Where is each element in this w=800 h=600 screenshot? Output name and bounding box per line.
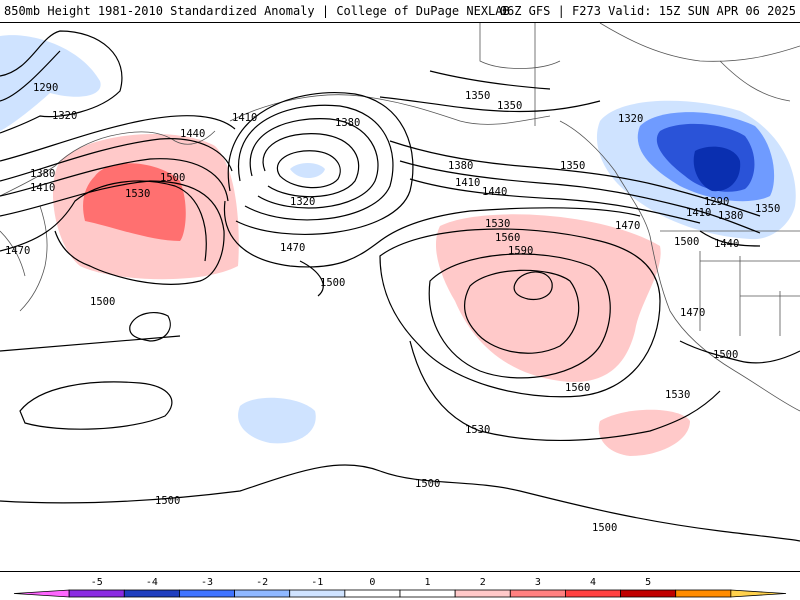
contour-label: 1560: [495, 232, 520, 244]
color-scale-segment: [234, 589, 291, 598]
contour-label: 1350: [755, 203, 780, 215]
color-scale-segments: [13, 589, 787, 598]
contour-label: 1440: [180, 128, 205, 140]
map-panel: 1290 1320 1380 1410 1440 1530 1500 1470 …: [0, 22, 800, 572]
color-scale-segment: [13, 589, 70, 598]
color-scale-segment: [179, 589, 235, 598]
contour-label: 1530: [465, 424, 490, 436]
color-scale-tick-label: -3: [201, 577, 213, 588]
contour-label: 1380: [448, 160, 473, 172]
color-scale-tick-label: -1: [311, 577, 323, 588]
contour-label: 1380: [335, 117, 360, 129]
map-canvas: 1290 1320 1380 1410 1440 1530 1500 1470 …: [0, 23, 800, 542]
contour-label: 1350: [497, 100, 522, 112]
color-scale-tick-label: 1: [425, 577, 431, 588]
negative-anomaly-south: [238, 397, 316, 444]
contour-label: 1560: [565, 382, 590, 394]
color-scale-segment: [620, 589, 677, 598]
contour-label: 1530: [125, 188, 150, 200]
negative-anomaly-canada-core: [693, 146, 741, 192]
color-scale-tick-label: 4: [590, 577, 596, 588]
map-title: 850mb Height 1981-2010 Standardized Anom…: [4, 4, 510, 18]
contour-labels: 1290 1320 1380 1410 1440 1530 1500 1470 …: [5, 82, 780, 534]
color-scale: -5 -4 -3 -2 -1 0 1 2 3 4 5: [13, 577, 787, 598]
color-scale-tick-label: -4: [146, 577, 158, 588]
contour-label: 1530: [665, 389, 690, 401]
contour-label: 1380: [30, 168, 55, 180]
contour-label: 1500: [155, 495, 180, 507]
color-scale-tick-label: 0: [369, 577, 375, 588]
color-scale-segment: [730, 589, 787, 598]
contour-label: 1500: [674, 236, 699, 248]
contour-label: 1470: [280, 242, 305, 254]
negative-anomaly-aleutian: [290, 163, 325, 179]
contour-label: 1440: [714, 238, 739, 250]
contour-label: 1410: [686, 207, 711, 219]
contour-label: 1500: [90, 296, 115, 308]
contour-label: 1320: [290, 196, 315, 208]
positive-anomaly-southeast: [598, 409, 690, 456]
contour-label: 1440: [482, 186, 507, 198]
color-scale-segment: [344, 589, 401, 598]
positive-anomaly-central-pacific: [435, 214, 661, 382]
color-scale-tick-label: 2: [480, 577, 486, 588]
contour-label: 1470: [680, 307, 705, 319]
contour-label: 1410: [455, 177, 480, 189]
color-scale-segment: [509, 589, 566, 598]
header: 850mb Height 1981-2010 Standardized Anom…: [0, 0, 800, 22]
color-scale-segment: [68, 589, 125, 598]
contour-label: 1500: [415, 478, 440, 490]
color-scale-tick-label: 3: [535, 577, 541, 588]
model-valid-time: 06Z GFS | F273 Valid: 15Z SUN APR 06 202…: [499, 4, 796, 18]
contour-label: 1470: [615, 220, 640, 232]
contour-label: 1500: [592, 522, 617, 534]
negative-anomaly-northwest: [0, 35, 101, 131]
height-contours: [0, 30, 800, 542]
contour-label: 1410: [232, 112, 257, 124]
contour-label: 1350: [560, 160, 585, 172]
color-scale-segment: [399, 589, 456, 598]
contour-label: 1500: [160, 172, 185, 184]
color-scale-tick-label: 5: [645, 577, 651, 588]
contour-label: 1470: [5, 245, 30, 257]
color-scale-segment: [123, 589, 180, 598]
contour-label: 1530: [485, 218, 510, 230]
contour-label: 1500: [713, 349, 738, 361]
contour-label: 1350: [465, 90, 490, 102]
color-scale-tick-label: -5: [91, 577, 103, 588]
contour-label: 1320: [618, 113, 643, 125]
contour-label: 1290: [33, 82, 58, 94]
color-scale-segment: [675, 589, 732, 598]
contour-label: 1290: [704, 196, 729, 208]
color-scale-ticks: -5 -4 -3 -2 -1 0 1 2 3 4 5: [91, 577, 651, 588]
color-scale-tick-label: -2: [256, 577, 268, 588]
anomaly-shading: [0, 35, 796, 456]
contour-label: 1410: [30, 182, 55, 194]
color-scale-segment: [565, 589, 621, 598]
contour-label: 1590: [508, 245, 533, 257]
color-scale-segment: [289, 589, 346, 598]
contour-label: 1320: [52, 110, 77, 122]
color-scale-bar: -5 -4 -3 -2 -1 0 1 2 3 4 5: [0, 572, 800, 600]
coastlines: [0, 23, 800, 412]
color-scale-segment: [454, 589, 511, 598]
contour-label: 1500: [320, 277, 345, 289]
contour-label: 1380: [718, 210, 743, 222]
